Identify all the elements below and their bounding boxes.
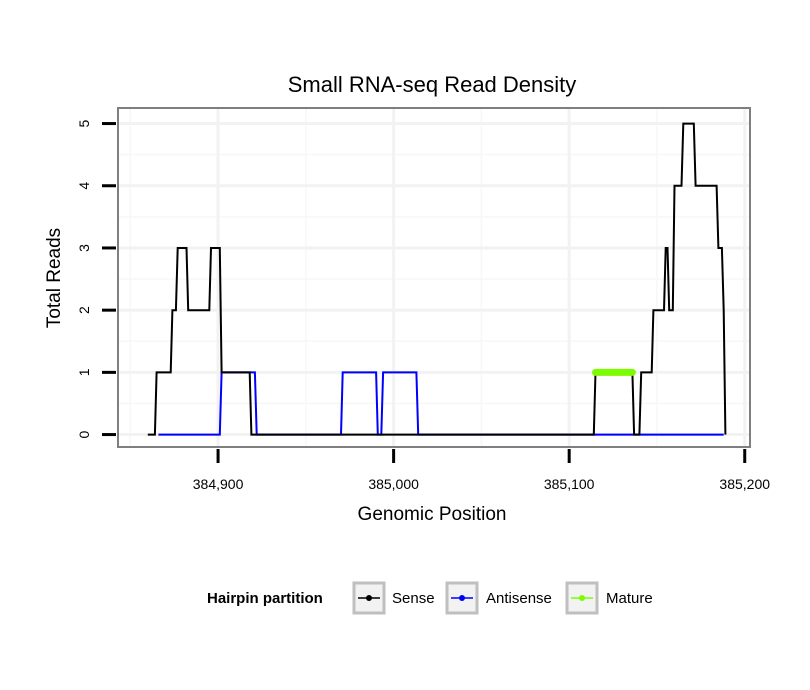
legend-dot-antisense	[459, 595, 465, 601]
x-tick-label: 385,100	[544, 476, 595, 492]
panel-border	[117, 107, 751, 448]
legend-title: Hairpin partition	[207, 590, 323, 607]
x-axis: 384,900 385,000 385,100 385,200	[193, 449, 770, 492]
y-tick-label: 2	[76, 306, 92, 314]
x-tick-label: 385,000	[368, 476, 419, 492]
legend-item-mature: Mature	[565, 581, 653, 615]
legend-label-sense: Sense	[392, 590, 435, 607]
y-tick-label: 3	[76, 244, 92, 252]
panel-background	[118, 108, 750, 447]
legend-item-sense: Sense	[352, 581, 435, 615]
y-axis: 0 1 2 3 4 5	[76, 119, 116, 438]
plot-area	[117, 107, 751, 448]
y-tick-label: 0	[76, 430, 92, 438]
chart-title: Small RNA-seq Read Density	[288, 72, 577, 97]
legend-label-mature: Mature	[606, 590, 653, 607]
y-tick-label: 5	[76, 119, 92, 127]
legend: Hairpin partition Sense Antisense Mature	[207, 581, 653, 615]
y-tick-label: 4	[76, 182, 92, 190]
legend-item-antisense: Antisense	[445, 581, 552, 615]
legend-label-antisense: Antisense	[486, 590, 552, 607]
series-layer	[147, 122, 727, 436]
series-line-sense	[147, 122, 727, 436]
x-tick-label: 385,200	[719, 476, 770, 492]
legend-dot-sense	[366, 595, 372, 601]
y-tick-label: 1	[76, 368, 92, 376]
y-axis-label: Total Reads	[44, 228, 65, 328]
legend-dot-mature	[579, 595, 585, 601]
x-tick-label: 384,900	[193, 476, 244, 492]
x-axis-label: Genomic Position	[358, 504, 507, 525]
